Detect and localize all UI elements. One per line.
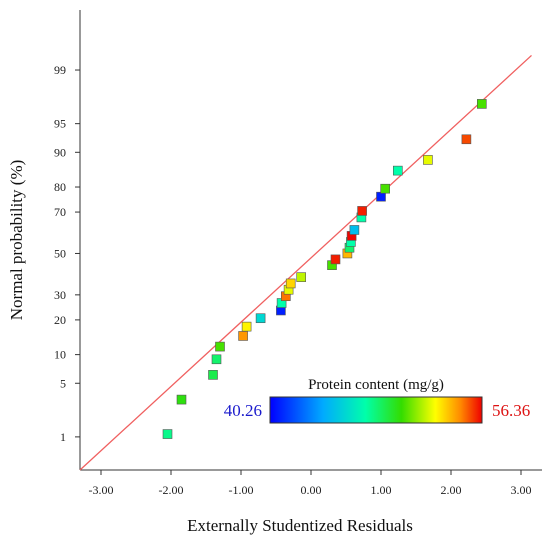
x-tick-label: 3.00 xyxy=(511,483,532,497)
y-axis-ticks: 1 5 10 20 30 50 70 80 90 95 99 xyxy=(54,63,80,444)
y-tick-label: 70 xyxy=(54,205,66,219)
data-point xyxy=(380,183,391,194)
y-tick-label: 20 xyxy=(54,313,66,327)
x-tick-label: -1.00 xyxy=(229,483,254,497)
data-point xyxy=(208,370,218,380)
data-point xyxy=(423,155,433,165)
x-tick-label: 0.00 xyxy=(301,483,322,497)
x-axis-ticks: -3.00 -2.00 -1.00 0.00 1.00 2.00 3.00 xyxy=(89,470,532,497)
y-tick-label: 90 xyxy=(54,145,66,159)
data-points xyxy=(162,99,487,439)
y-tick-label: 95 xyxy=(54,117,66,131)
colorbar-title: Protein content (mg/g) xyxy=(308,377,444,393)
data-point xyxy=(162,429,173,439)
y-tick-label: 1 xyxy=(60,430,66,444)
y-axis-title: Normal probability (%) xyxy=(7,160,26,321)
fit-line xyxy=(79,54,532,471)
data-point xyxy=(357,206,367,216)
colorbar-legend: Protein content (mg/g) 40.26 56.36 xyxy=(224,377,530,424)
data-point xyxy=(176,394,187,405)
y-tick-label: 99 xyxy=(54,63,66,77)
x-tick-label: 2.00 xyxy=(441,483,462,497)
x-axis-title: Externally Studentized Residuals xyxy=(187,516,413,535)
x-tick-label: -3.00 xyxy=(89,483,114,497)
reference-line xyxy=(79,54,532,471)
y-tick-label: 30 xyxy=(54,288,66,302)
x-tick-label: -2.00 xyxy=(159,483,184,497)
x-tick-label: 1.00 xyxy=(371,483,392,497)
y-tick-label: 80 xyxy=(54,180,66,194)
y-tick-label: 5 xyxy=(60,376,66,390)
data-point xyxy=(376,191,386,202)
data-point xyxy=(238,331,248,341)
data-point xyxy=(296,272,307,282)
data-point xyxy=(330,254,341,265)
data-point xyxy=(241,321,252,332)
data-point xyxy=(255,313,266,324)
colorbar-gradient xyxy=(269,396,483,424)
data-point xyxy=(349,225,360,235)
data-point xyxy=(215,341,225,352)
data-point xyxy=(461,134,472,145)
colorbar-min-label: 40.26 xyxy=(224,401,262,420)
data-point xyxy=(285,278,296,289)
y-tick-label: 10 xyxy=(54,348,66,362)
data-point xyxy=(476,99,487,109)
colorbar-max-label: 56.36 xyxy=(492,401,530,420)
data-point xyxy=(211,354,222,365)
y-tick-label: 50 xyxy=(54,246,66,260)
data-point xyxy=(392,165,403,176)
